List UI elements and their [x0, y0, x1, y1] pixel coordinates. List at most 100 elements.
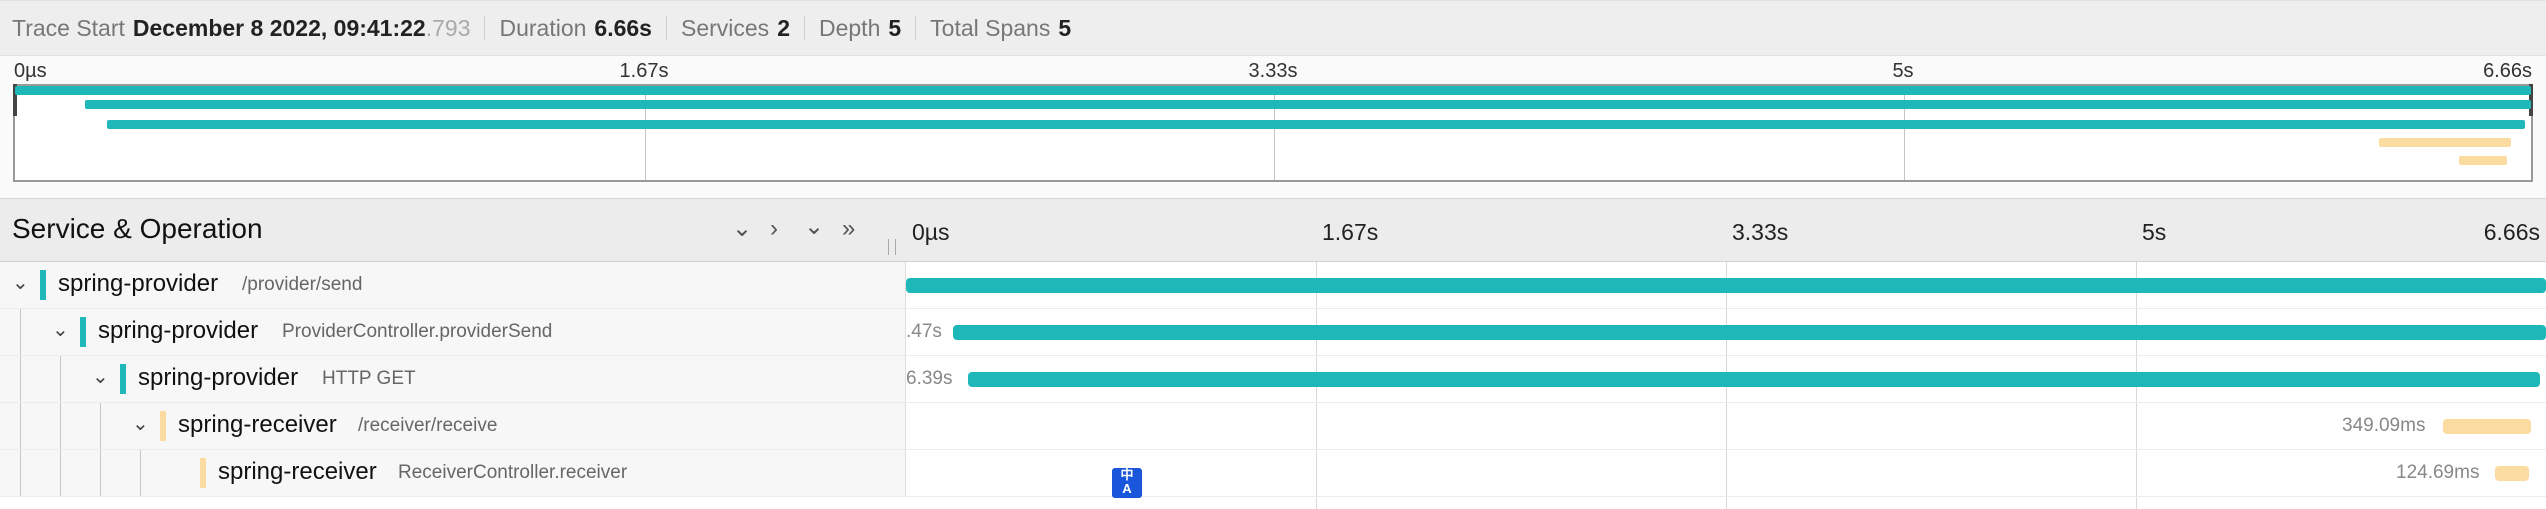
span-bar[interactable] [953, 325, 2546, 340]
trace-services: Services 2 [680, 14, 790, 41]
operation-name: ProviderController.providerSend [282, 321, 553, 342]
minimap-left-handle[interactable] [13, 84, 17, 116]
divider [803, 16, 805, 40]
collapse-all-icon[interactable]: ⌄ [804, 213, 825, 240]
column-resize-handle[interactable] [888, 239, 896, 255]
service-name: spring-provider [58, 270, 219, 297]
timeline-gridline [1316, 198, 1317, 509]
service-name: spring-receiver [178, 411, 337, 438]
span-bar-cell[interactable]: 124.69ms [906, 450, 2546, 496]
span-duration-label: 349.09ms [2342, 415, 2426, 436]
span-bar-cell[interactable] [906, 262, 2546, 308]
span-row[interactable]: ⌄ spring-provider /provider/send [0, 262, 2546, 309]
tree-guide [60, 356, 61, 402]
tree-guide [20, 309, 21, 355]
divider [484, 16, 486, 40]
span-bar[interactable] [2495, 466, 2529, 481]
minimap-tick: 1.67s [619, 60, 669, 82]
trace-timeline: Service & Operation ⌄ › ⌄ » 0µs 1.67s 3.… [0, 198, 2546, 509]
timeline-header: Service & Operation ⌄ › ⌄ » 0µs 1.67s 3.… [0, 198, 2546, 262]
minimap-gridline [1904, 86, 1905, 180]
span-bar[interactable] [2443, 419, 2531, 434]
trace-header: Trace Start December 8 2022, 09:41:22.79… [0, 0, 2546, 56]
span-row[interactable]: spring-receiver ReceiverController.recei… [0, 450, 2546, 497]
span-duration-label: 124.69ms [2396, 462, 2480, 483]
operation-name: HTTP GET [322, 368, 416, 389]
minimap-span-bar [15, 86, 2531, 95]
minimap-tick: 6.66s [2483, 60, 2532, 82]
tree-guide [20, 403, 21, 449]
span-name-cell[interactable]: ⌄ spring-receiver /receiver/receive [0, 403, 906, 449]
trace-start-value: December 8 2022, 09:41:22 [132, 14, 426, 41]
minimap-span-bar [107, 120, 2525, 129]
chevron-down-icon[interactable]: ⌄ [132, 413, 149, 435]
timeline-tick: 6.66s [2483, 219, 2540, 245]
span-duration-label: 6.39s [906, 368, 953, 389]
expand-one-icon[interactable]: › [770, 215, 778, 242]
minimap-tick: 5s [1892, 60, 1914, 82]
divider [915, 16, 917, 40]
tree-guide [60, 450, 61, 496]
span-bar[interactable] [906, 278, 2546, 293]
trace-start-ms: .793 [425, 14, 471, 41]
chevron-down-icon[interactable]: ⌄ [52, 319, 69, 341]
minimap-span-bar [2379, 138, 2511, 147]
timeline-title: Service & Operation [12, 213, 263, 244]
timeline-tick: 0µs [912, 219, 950, 245]
span-duration-label: .47s [906, 321, 942, 342]
trace-minimap[interactable]: 0µs 1.67s 3.33s 5s 6.66s [0, 56, 2546, 186]
tree-guide [20, 356, 21, 402]
service-color-bar [80, 317, 86, 347]
trace-start: Trace Start December 8 2022, 09:41:22.79… [12, 14, 471, 41]
span-bar[interactable] [968, 372, 2540, 387]
span-bar-cell[interactable]: 6.39s [906, 356, 2546, 402]
span-bar-cell[interactable]: 349.09ms [906, 403, 2546, 449]
minimap-gridline [645, 86, 646, 180]
tree-guide [100, 403, 101, 449]
chevron-down-icon[interactable]: ⌄ [12, 272, 29, 294]
span-name-cell[interactable]: ⌄ spring-provider ProviderController.pro… [0, 309, 906, 355]
service-name: spring-provider [138, 364, 299, 391]
minimap-tick: 3.33s [1248, 60, 1298, 82]
operation-name: /provider/send [242, 274, 363, 295]
trace-duration: Duration 6.66s [499, 14, 652, 41]
minimap-gridline [1274, 86, 1275, 180]
timeline-tick: 3.33s [1732, 219, 1789, 245]
service-name: spring-provider [98, 317, 259, 344]
span-name-cell[interactable]: ⌄ spring-provider HTTP GET [0, 356, 906, 402]
minimap-span-bar [2459, 156, 2507, 165]
expand-all-icon[interactable]: » [842, 215, 856, 242]
timeline-tick: 1.67s [1322, 219, 1379, 245]
span-name-cell[interactable]: ⌄ spring-provider /provider/send [0, 262, 906, 308]
service-color-bar [160, 411, 166, 441]
timeline-gridline [1726, 198, 1727, 509]
minimap-tick: 0µs [14, 60, 47, 82]
tree-guide [140, 450, 141, 496]
minimap-ticks: 0µs 1.67s 3.33s 5s 6.66s [14, 60, 2532, 86]
tree-guide [20, 450, 21, 496]
service-color-bar [40, 270, 46, 300]
service-color-bar [120, 364, 126, 394]
tree-guide [100, 450, 101, 496]
minimap-canvas[interactable] [13, 84, 2533, 182]
service-color-bar [200, 458, 206, 488]
trace-services-value: 2 [777, 14, 790, 41]
service-name: spring-receiver [218, 458, 377, 485]
timeline-gridline [2136, 198, 2137, 509]
span-name-cell[interactable]: spring-receiver ReceiverController.recei… [0, 450, 906, 496]
collapse-one-icon[interactable]: ⌄ [732, 215, 753, 242]
operation-name: ReceiverController.receiver [398, 462, 628, 483]
trace-total-spans-value: 5 [1058, 14, 1072, 41]
divider [665, 16, 667, 40]
trace-total-spans: Total Spans 5 [930, 14, 1072, 41]
chevron-down-icon[interactable]: ⌄ [92, 366, 109, 388]
minimap-right-handle[interactable] [2529, 84, 2533, 116]
operation-name: /receiver/receive [358, 415, 498, 436]
span-row[interactable]: ⌄ spring-provider HTTP GET 6.39s [0, 356, 2546, 403]
span-row[interactable]: ⌄ spring-provider ProviderController.pro… [0, 309, 2546, 356]
span-bar-cell[interactable]: .47s [906, 309, 2546, 355]
timeline-tick: 5s [2142, 219, 2167, 245]
trace-depth: Depth 5 [818, 14, 902, 41]
span-row[interactable]: ⌄ spring-receiver /receiver/receive 349.… [0, 403, 2546, 450]
